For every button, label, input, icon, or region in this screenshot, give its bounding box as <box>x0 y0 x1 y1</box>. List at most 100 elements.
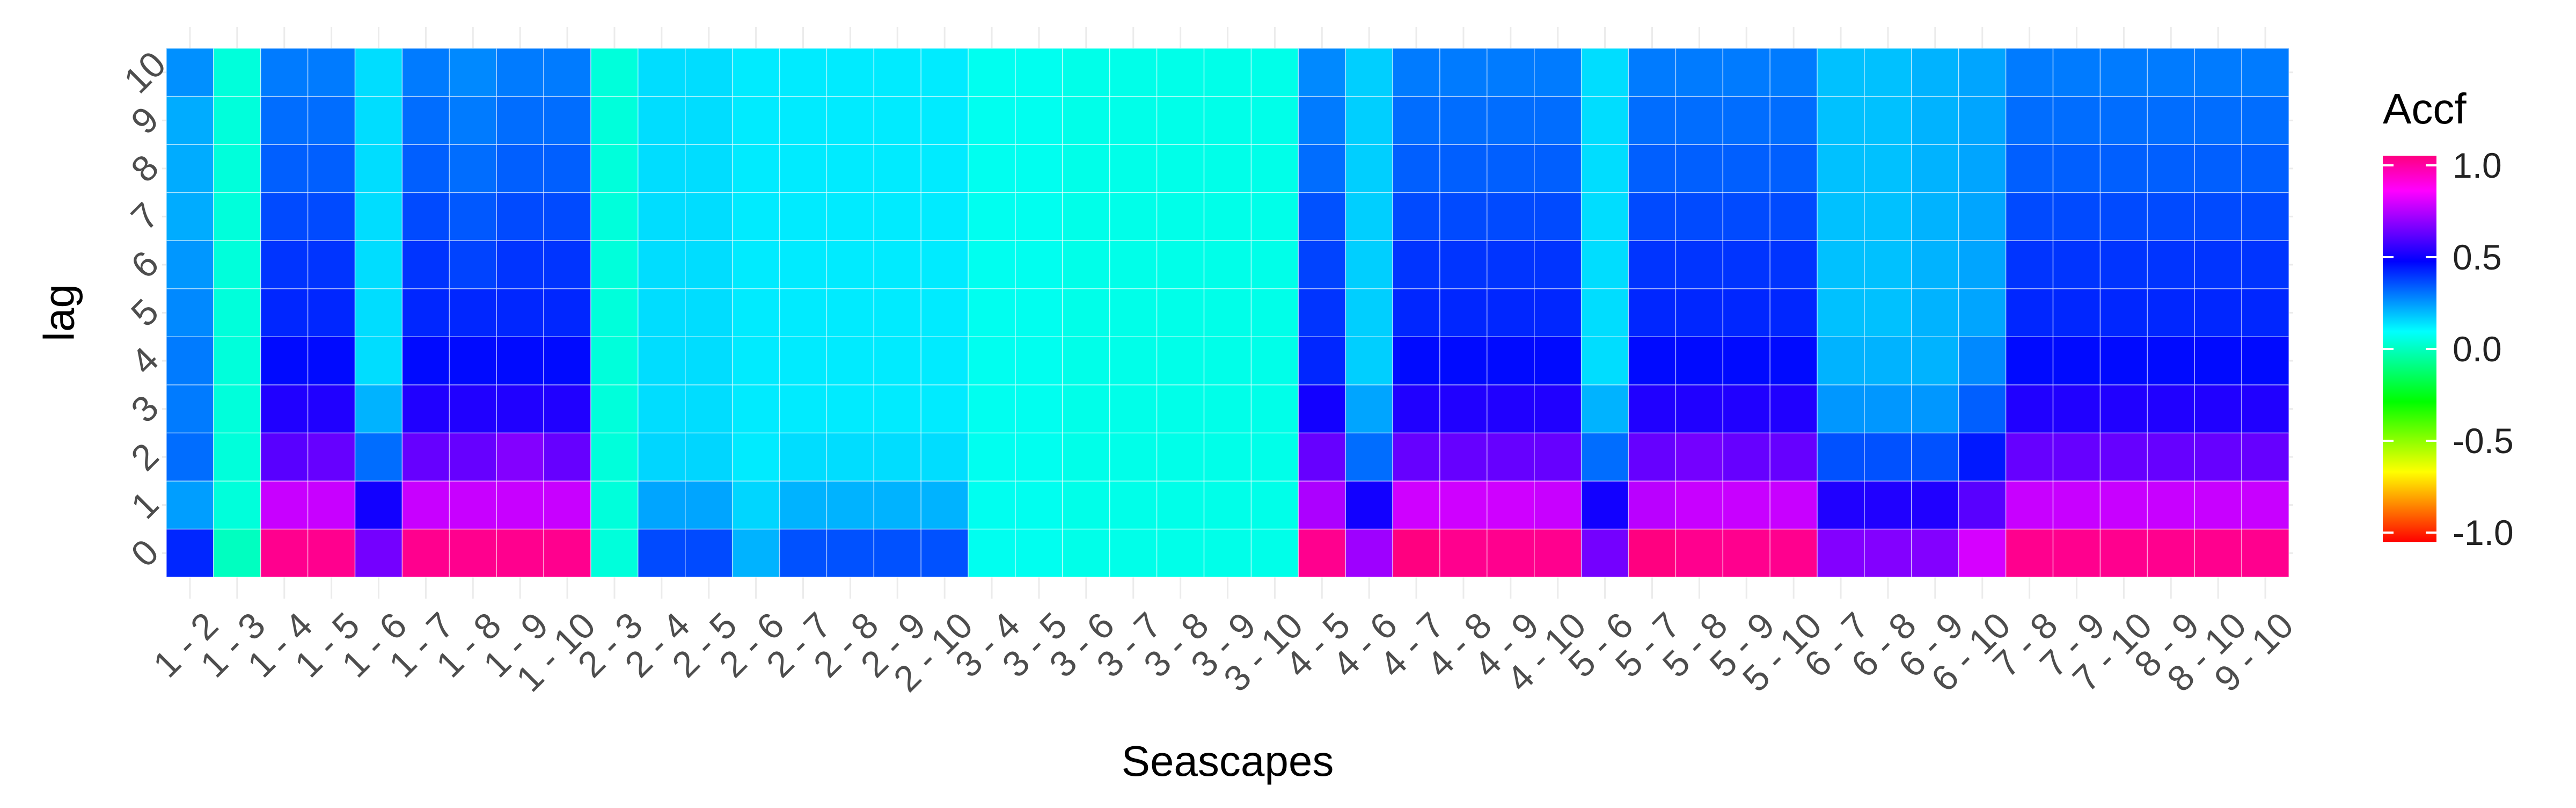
heatmap-cell <box>638 481 686 530</box>
heatmap-cell <box>968 144 1016 193</box>
heatmap-cell <box>1392 384 1440 434</box>
heatmap-cell <box>496 48 544 97</box>
heatmap-cell <box>1817 144 1865 193</box>
heatmap-cell <box>731 528 780 578</box>
heatmap-cell <box>1203 192 1252 241</box>
heatmap-cell <box>826 288 875 338</box>
heatmap-cell <box>968 432 1016 482</box>
heatmap-cell <box>1487 192 1535 241</box>
heatmap-cell <box>1958 48 2007 97</box>
heatmap-cell <box>1722 336 1770 385</box>
heatmap-cell <box>260 96 309 145</box>
heatmap-cell <box>779 481 828 530</box>
heatmap-cell <box>1580 384 1629 434</box>
heatmap-cell <box>1911 528 1959 578</box>
heatmap-cell <box>2099 528 2148 578</box>
heatmap-cell <box>1062 240 1110 289</box>
heatmap-cell <box>1298 528 1346 578</box>
heatmap-cell <box>2194 384 2242 434</box>
heatmap-cell <box>2099 384 2148 434</box>
heatmap-cell <box>1203 48 1252 97</box>
heatmap-cell <box>2241 192 2289 241</box>
heatmap-cell <box>826 240 875 289</box>
heatmap-cell <box>1580 192 1629 241</box>
heatmap-cell <box>1156 481 1205 530</box>
heatmap-cell <box>2052 384 2101 434</box>
heatmap-cell <box>685 384 733 434</box>
heatmap-cell <box>1911 144 1959 193</box>
heatmap-cell <box>1439 432 1488 482</box>
heatmap-cell <box>543 384 591 434</box>
heatmap-cell <box>731 96 780 145</box>
heatmap-cell <box>260 240 309 289</box>
heatmap-cell <box>2005 144 2054 193</box>
heatmap-cell <box>2099 144 2148 193</box>
heatmap-cell <box>260 192 309 241</box>
legend-tick-label: -0.5 <box>2453 421 2514 461</box>
heatmap-cell <box>1864 481 1912 530</box>
heatmap-cell <box>1580 144 1629 193</box>
heatmap-cell <box>1203 432 1252 482</box>
heatmap-cell <box>1250 288 1299 338</box>
heatmap-cell <box>1392 288 1440 338</box>
heatmap-cell <box>449 48 497 97</box>
heatmap-cell <box>1298 48 1346 97</box>
heatmap-cell <box>2241 481 2289 530</box>
heatmap-cell <box>401 144 450 193</box>
heatmap-cell <box>449 336 497 385</box>
y-tick-label: 4 <box>123 339 166 382</box>
heatmap-cell <box>1769 240 1818 289</box>
heatmap-cell <box>2241 288 2289 338</box>
heatmap-cell <box>779 528 828 578</box>
heatmap-cell <box>1203 528 1252 578</box>
heatmap-cell <box>543 528 591 578</box>
heatmap-cell <box>731 288 780 338</box>
heatmap-cell <box>2194 528 2242 578</box>
heatmap-cell <box>1817 192 1865 241</box>
heatmap-cell <box>826 192 875 241</box>
heatmap-cell <box>354 240 403 289</box>
heatmap-cell <box>2005 288 2054 338</box>
heatmap-cell <box>1675 481 1724 530</box>
heatmap-cell <box>2194 240 2242 289</box>
heatmap-cell <box>1487 144 1535 193</box>
heatmap-cell <box>1015 336 1063 385</box>
heatmap-cell <box>1534 432 1582 482</box>
heatmap-cell <box>1203 144 1252 193</box>
y-tick-label: 7 <box>123 195 166 238</box>
legend-tick-label: 0.5 <box>2453 237 2502 277</box>
heatmap-cell <box>1439 96 1488 145</box>
heatmap-cell <box>1156 240 1205 289</box>
heatmap-cell <box>2005 240 2054 289</box>
heatmap-cell <box>2194 48 2242 97</box>
heatmap-cell <box>1722 240 1770 289</box>
heatmap-cell <box>731 144 780 193</box>
heatmap-cell <box>1628 48 1677 97</box>
heatmap-cell <box>213 48 261 97</box>
heatmap-cell <box>1628 192 1677 241</box>
heatmap-cell <box>1062 96 1110 145</box>
heatmap-cell <box>1722 288 1770 338</box>
heatmap-cell <box>968 288 1016 338</box>
heatmap-cell <box>1911 336 1959 385</box>
heatmap-cell <box>1392 432 1440 482</box>
heatmap-cell <box>260 336 309 385</box>
heatmap-cell <box>873 528 921 578</box>
heatmap-cell <box>496 336 544 385</box>
heatmap-cell <box>1817 384 1865 434</box>
heatmap-cell <box>590 240 639 289</box>
heatmap-cell <box>590 192 639 241</box>
heatmap-cell <box>1392 240 1440 289</box>
heatmap-cell <box>1156 192 1205 241</box>
heatmap-cell <box>779 384 828 434</box>
heatmap-cell <box>968 336 1016 385</box>
heatmap-cell <box>2147 432 2195 482</box>
heatmap-cell <box>1864 144 1912 193</box>
heatmap-cell <box>1250 528 1299 578</box>
heatmap-cell <box>496 288 544 338</box>
heatmap-cell <box>1298 96 1346 145</box>
y-tick-label: 0 <box>123 532 166 574</box>
heatmap-cell <box>2147 240 2195 289</box>
heatmap-cell <box>166 48 214 97</box>
heatmap-cell <box>2241 240 2289 289</box>
